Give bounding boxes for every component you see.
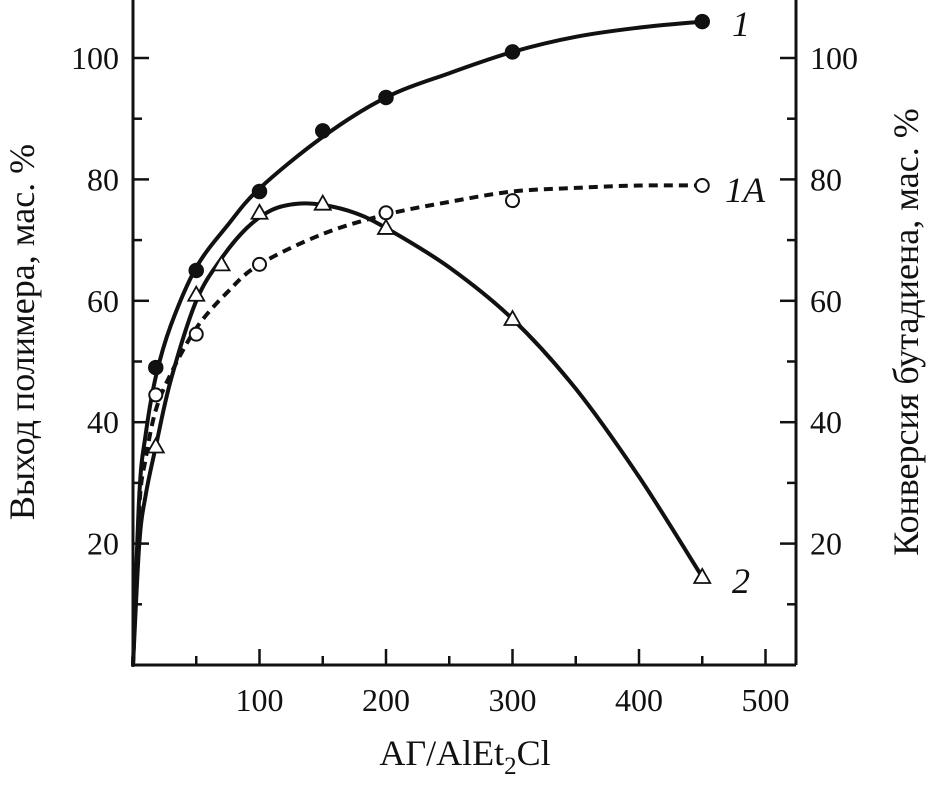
- y-tick-label-left: 40: [87, 404, 119, 440]
- y-tick-label-right: 100: [810, 40, 858, 76]
- series-2-point: [692, 567, 712, 584]
- y-tick-label-right: 40: [810, 404, 842, 440]
- series-2-point: [313, 193, 333, 211]
- series-2-point: [376, 218, 396, 235]
- x-tick-label: 200: [362, 682, 410, 718]
- series-1-point: [251, 183, 268, 200]
- x-axis-title-main: АГ/AlEt: [379, 733, 504, 773]
- series-1a-point: [505, 193, 520, 209]
- series-1-point: [378, 89, 394, 106]
- series-1-line: [131, 19, 705, 667]
- series-1a-point: [188, 326, 204, 342]
- axis-ticks: 100 200 300 400 500 20 20 40 40 60 60 80 80 100 100: [71, 40, 858, 718]
- x-tick-label: 500: [742, 682, 790, 718]
- series-2-point: [502, 309, 523, 326]
- series-1a-point: [252, 256, 267, 272]
- series-1a-point: [378, 205, 394, 221]
- y-tick-label-left: 20: [87, 526, 119, 562]
- axes: [131, 0, 798, 667]
- series-1a-line: [131, 183, 703, 666]
- series-1-point: [504, 44, 521, 60]
- y-axis-title-left: Выход полимера, мас. %: [2, 144, 42, 520]
- axis-labels: АГ/AlEt2Cl Выход полимера, мас. % Конвер…: [2, 108, 926, 780]
- series-1a-label: 1A: [725, 170, 766, 210]
- y-tick-label-left: 60: [87, 283, 119, 319]
- series-2-point: [146, 436, 166, 454]
- x-tick-label: 300: [489, 682, 537, 718]
- x-tick-label: 100: [236, 682, 284, 718]
- x-axis-title: АГ/AlEt2Cl: [379, 733, 550, 780]
- y-axis-title-right: Конверсия бутадиена, мас. %: [886, 108, 926, 555]
- x-tick-label: 400: [615, 682, 663, 718]
- y-tick-label-left: 100: [71, 40, 119, 76]
- y-tick-label-left: 80: [87, 161, 119, 197]
- series-1-point: [694, 13, 710, 30]
- series-2-point: [186, 284, 206, 302]
- series-2-line: [131, 201, 705, 667]
- series-1-point: [148, 359, 164, 376]
- series-2-label: 2: [732, 561, 750, 601]
- series-2-point: [211, 254, 232, 272]
- series-1-label: 1: [732, 4, 750, 44]
- series-1-point: [315, 123, 331, 139]
- series-1a-point: [694, 177, 710, 193]
- y-tick-label-right: 60: [810, 283, 842, 319]
- y-tick-label-right: 20: [810, 526, 842, 562]
- y-tick-label-right: 80: [810, 161, 842, 197]
- series-1a-point: [148, 387, 164, 403]
- series-layer: 1 1A 2: [131, 4, 766, 667]
- series-1-point: [188, 262, 204, 279]
- x-axis-title-subscript: 2: [504, 753, 517, 780]
- x-axis-title-tail: Cl: [517, 733, 551, 773]
- series-2-point: [249, 202, 270, 220]
